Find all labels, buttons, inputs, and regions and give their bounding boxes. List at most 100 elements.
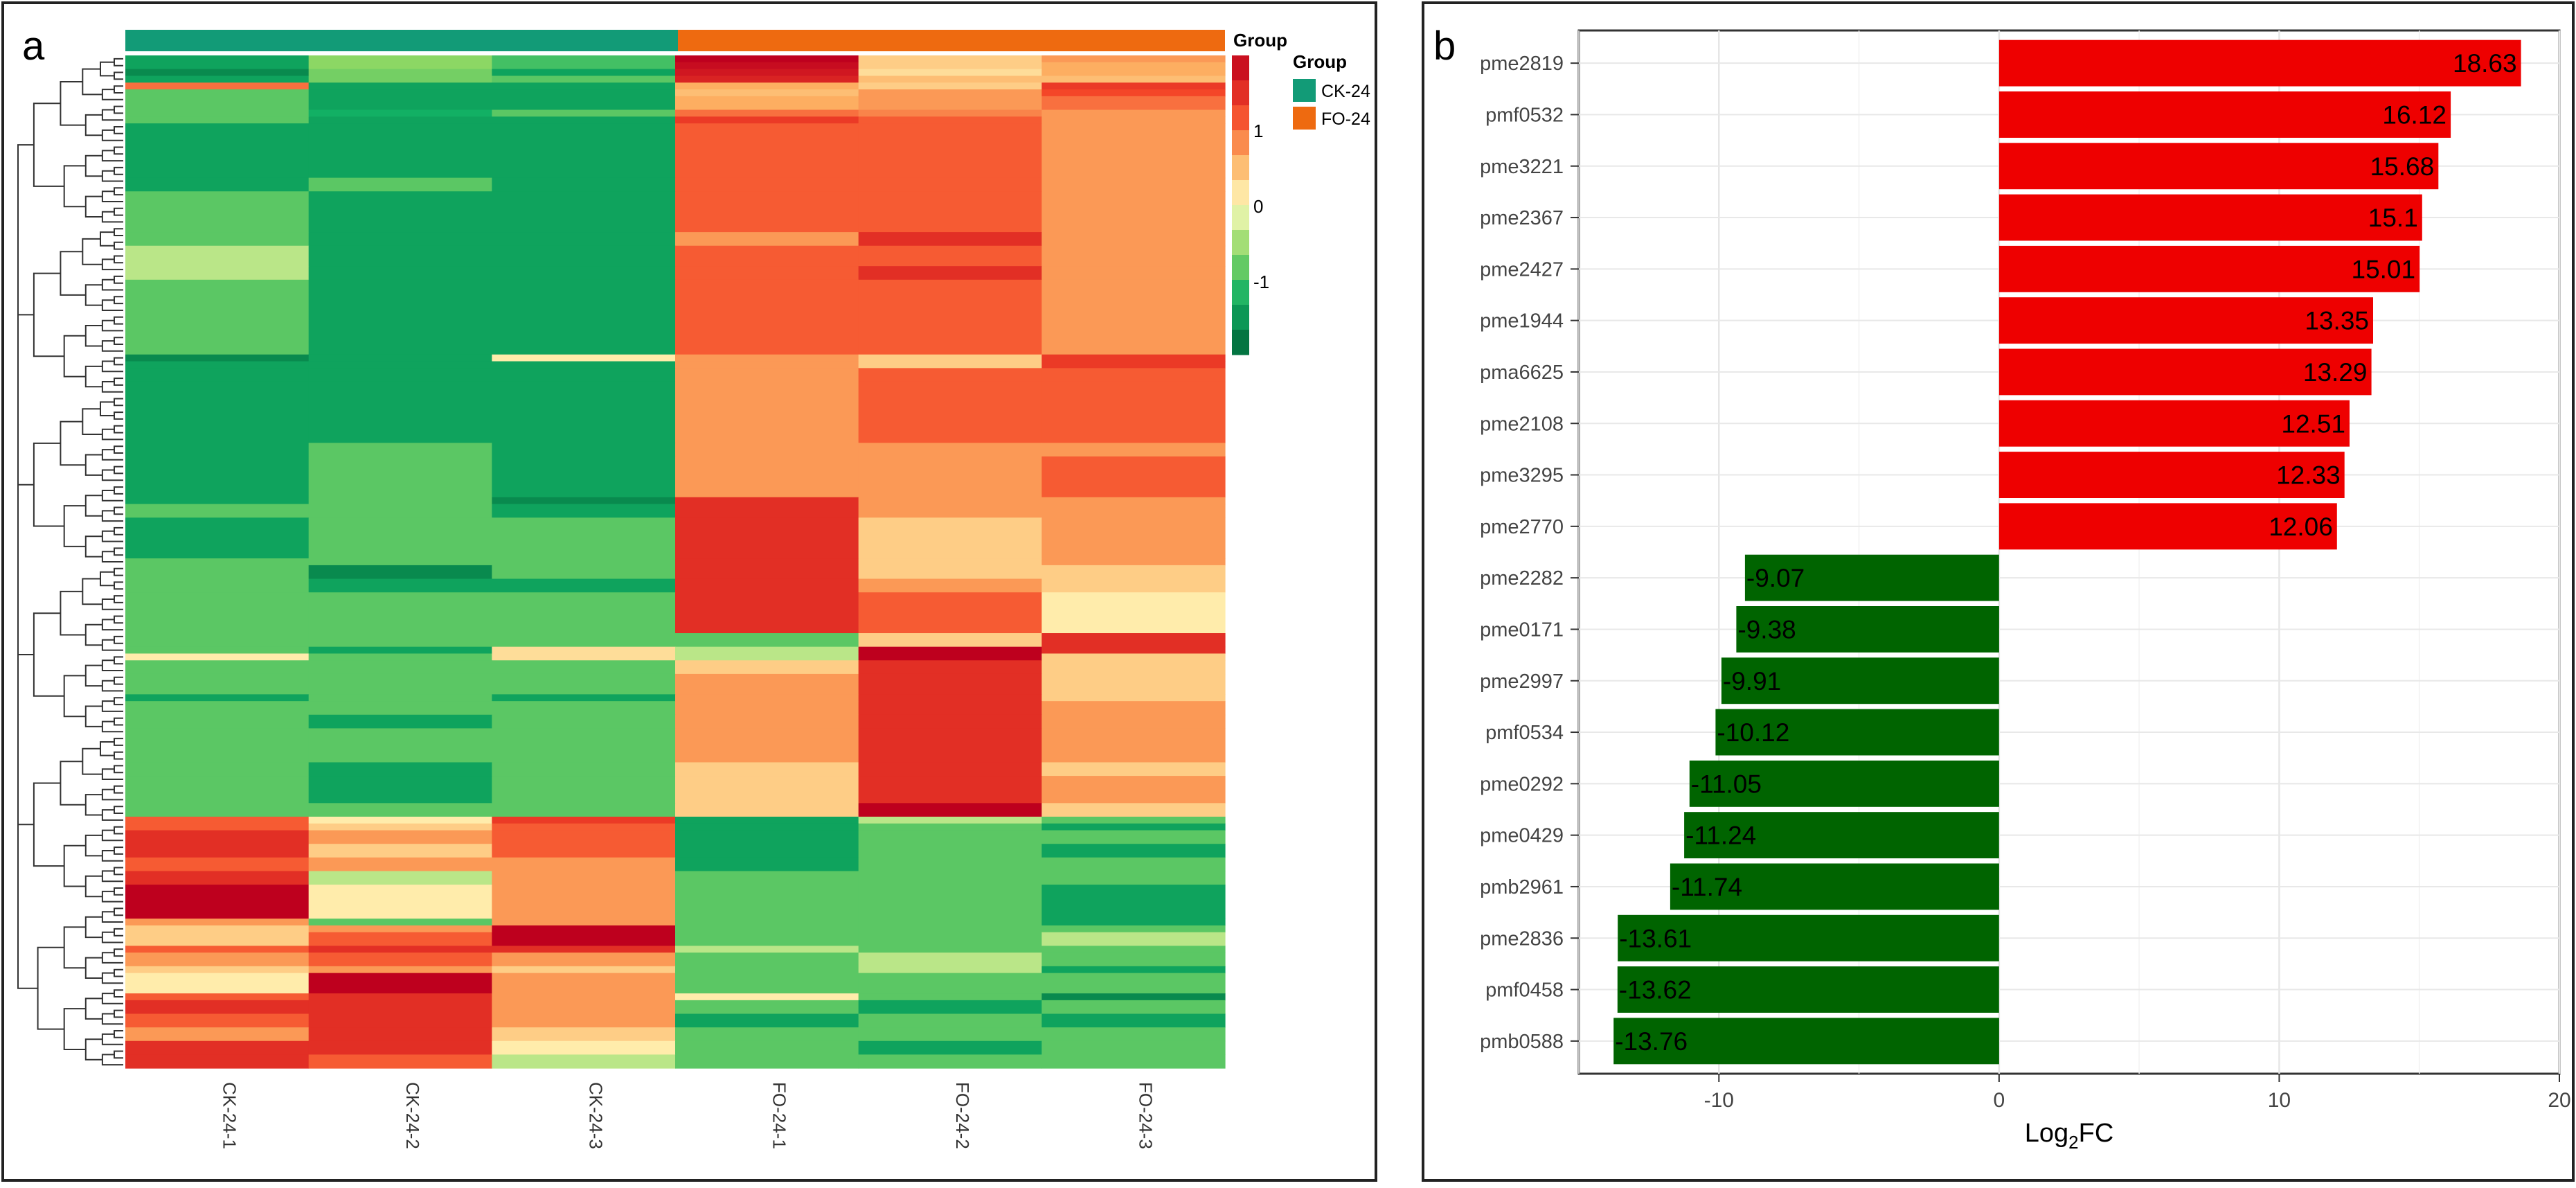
heatmap-cell xyxy=(1041,823,1226,831)
heatmap-cell xyxy=(492,69,676,77)
heatmap-cell xyxy=(308,830,492,844)
heatmap-column-labels: CK-24-1 CK-24-2 CK-24-3 FO-24-1 FO-24-2 FO-24… xyxy=(219,1082,1156,1149)
heatmap-cell xyxy=(1041,592,1226,634)
heatmap-cell xyxy=(125,578,310,593)
heatmap-cell xyxy=(308,803,492,817)
bar-data-label: -11.24 xyxy=(1685,822,1756,850)
heatmap-cell xyxy=(858,660,1042,675)
heatmap-cell xyxy=(675,973,859,994)
heatmap-cell xyxy=(858,354,1042,362)
heatmap-cell xyxy=(1041,830,1226,844)
heatmap-cell xyxy=(492,123,676,179)
heatmap-cell xyxy=(675,633,859,648)
bar xyxy=(1689,760,1999,807)
heatmap-cell xyxy=(1041,1054,1226,1069)
heatmap-cell xyxy=(125,646,310,655)
heatmap-cell xyxy=(308,646,492,655)
heatmap-cell xyxy=(125,952,310,967)
heatmap-column-label: FO-24-3 xyxy=(1136,1082,1156,1149)
heatmap-cell xyxy=(492,714,676,729)
heatmap-cell xyxy=(675,701,859,716)
bar xyxy=(1998,348,2372,396)
heatmap-cell xyxy=(1041,361,1226,369)
heatmap-cell xyxy=(1041,1040,1226,1055)
heatmap-cell xyxy=(308,279,492,355)
heatmap-cell xyxy=(492,966,676,974)
x-axis-label-main: Log xyxy=(2025,1119,2068,1148)
heatmap-cell xyxy=(675,497,859,505)
heatmap-cell xyxy=(858,1054,1042,1069)
heatmap-cell xyxy=(1041,177,1226,192)
bar xyxy=(1998,503,2337,550)
group-bar-ck-24 xyxy=(125,30,678,51)
heatmap-cell xyxy=(125,803,310,817)
heatmap-cell xyxy=(125,1013,310,1028)
heatmap-cell xyxy=(492,776,676,804)
heatmap-cell xyxy=(1041,728,1226,763)
heatmap-cell xyxy=(492,266,676,281)
heatmap-cell xyxy=(858,69,1042,77)
heatmap-cell xyxy=(308,1040,492,1055)
heatmap-cell xyxy=(492,694,676,702)
heatmap-cell xyxy=(492,871,676,885)
colorbar-segment xyxy=(1232,255,1249,281)
heatmap-cell xyxy=(1041,565,1226,580)
category-label: pmb2961 xyxy=(1480,876,1564,898)
heatmap-cell xyxy=(308,109,492,117)
heatmap-cell xyxy=(675,123,859,179)
heatmap-cell xyxy=(308,55,492,63)
heatmap-cell xyxy=(1041,504,1226,518)
colorbar-segment xyxy=(1232,105,1249,131)
heatmap-cell xyxy=(1041,62,1226,70)
heatmap-cell xyxy=(492,96,676,111)
heatmap-cell xyxy=(492,381,676,443)
group-legend-swatch-fo-24 xyxy=(1293,107,1316,130)
heatmap-cell xyxy=(308,993,492,1001)
heatmap-cell xyxy=(308,76,492,83)
heatmap-cell xyxy=(675,660,859,675)
heatmap-cell xyxy=(675,177,859,192)
heatmap-cell xyxy=(1041,1013,1226,1028)
heatmap-cell xyxy=(858,885,1042,919)
heatmap-cell xyxy=(125,456,310,498)
heatmap-cell xyxy=(308,517,492,559)
bar xyxy=(1998,452,2345,498)
heatmap-cell xyxy=(675,558,859,566)
heatmap-cell xyxy=(675,776,859,804)
heatmap-cell xyxy=(675,653,859,661)
heatmap-cell xyxy=(492,701,676,716)
heatmap-cell xyxy=(492,62,676,70)
heatmap-cell xyxy=(1041,354,1226,362)
bar xyxy=(1670,863,1999,910)
heatmap-cell xyxy=(492,973,676,994)
heatmap-cell xyxy=(492,76,676,83)
heatmap-cell xyxy=(1041,871,1226,885)
heatmap-cell xyxy=(675,245,859,267)
heatmap-cell xyxy=(1041,952,1226,967)
heatmap-cell xyxy=(858,830,1042,844)
bar-data-label: -11.05 xyxy=(1691,770,1762,798)
bar-data-label: 16.12 xyxy=(2382,100,2447,129)
heatmap-cell xyxy=(675,966,859,974)
heatmap-cell xyxy=(675,844,859,858)
heatmap-cell xyxy=(858,578,1042,593)
heatmap-cell xyxy=(308,96,492,111)
heatmap-cell xyxy=(675,925,859,933)
heatmap-cell xyxy=(1041,966,1226,974)
heatmap-cell xyxy=(492,932,676,946)
heatmap-cell xyxy=(675,1000,859,1015)
x-tick-label: 10 xyxy=(2268,1089,2291,1112)
heatmap-cell xyxy=(125,109,310,117)
heatmap-cell xyxy=(858,1013,1042,1028)
x-tick-label: -10 xyxy=(1704,1089,1734,1112)
heatmap-cell xyxy=(492,993,676,1001)
heatmap-cell xyxy=(675,89,859,97)
heatmap-cell xyxy=(125,558,310,566)
heatmap-cell xyxy=(858,191,1042,233)
heatmap-cell xyxy=(492,1054,676,1069)
group-legend-label-fo-24: FO-24 xyxy=(1321,109,1370,129)
heatmap-cell xyxy=(125,673,310,695)
heatmap-cell xyxy=(858,871,1042,885)
heatmap-cell xyxy=(125,89,310,97)
heatmap-cell xyxy=(675,803,859,817)
